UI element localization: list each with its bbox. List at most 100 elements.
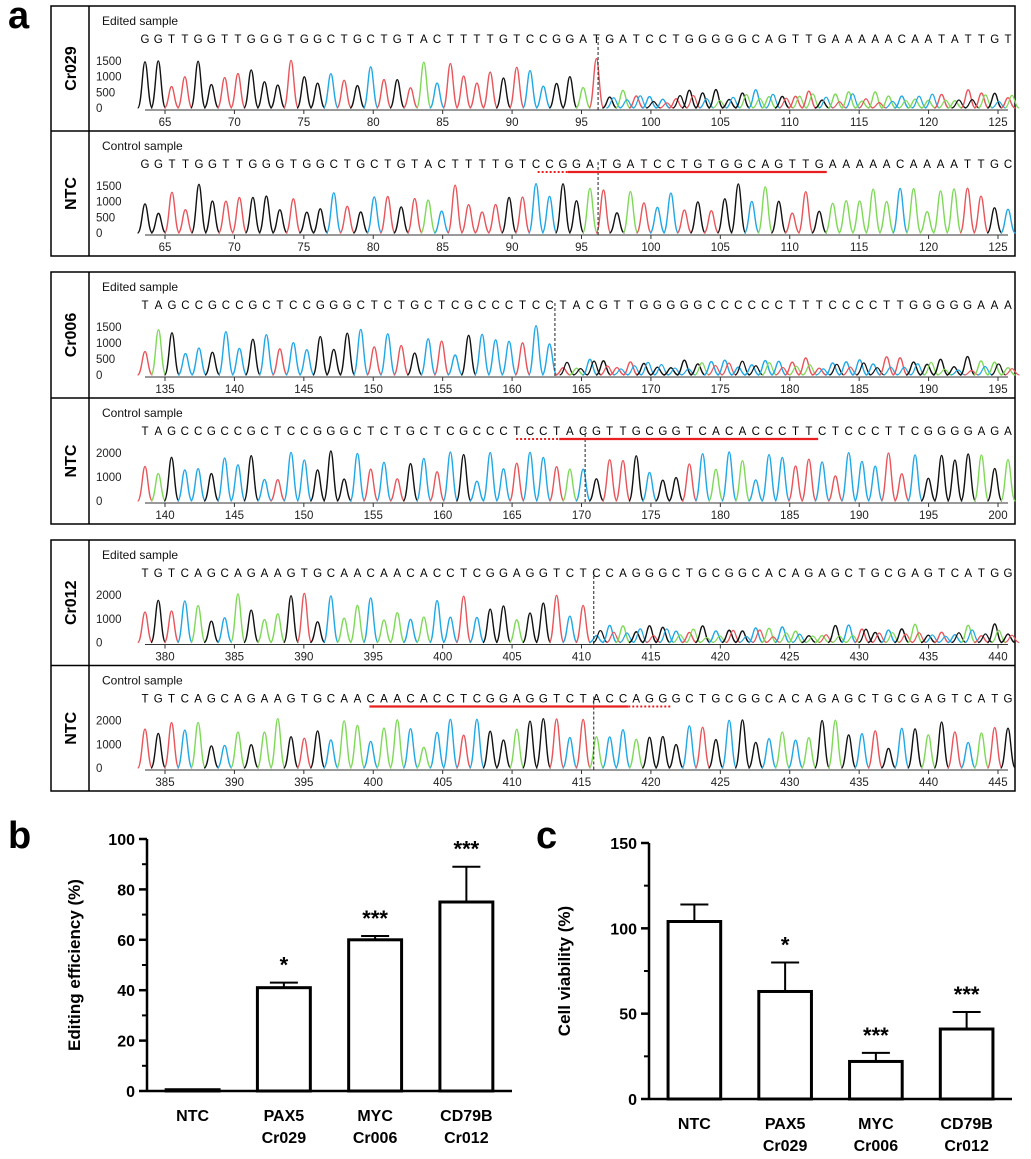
trace-peak (986, 361, 1003, 376)
base-call: T (141, 426, 148, 438)
base-call: T (487, 34, 494, 46)
trace-peak (163, 85, 180, 109)
base-call: A (950, 159, 958, 171)
trace-peak (609, 212, 625, 234)
base-call: A (354, 694, 362, 706)
trace-peak (840, 734, 857, 769)
base-call: C (685, 694, 693, 706)
trace-peak (561, 75, 578, 109)
trace-peak (920, 477, 937, 502)
base-call: G (207, 426, 216, 438)
x-tick-label: 170 (641, 384, 660, 396)
trace-peak (527, 183, 545, 234)
x-tick-label: 145 (225, 510, 244, 522)
trace-peak (429, 599, 446, 644)
base-call: A (871, 34, 879, 46)
base-call: T (182, 159, 189, 171)
trace-peak (641, 95, 658, 109)
base-call: G (990, 426, 999, 438)
trace-peak (283, 451, 300, 502)
trace-peak (841, 624, 857, 644)
x-tick-label: 190 (850, 510, 869, 522)
base-call: G (552, 34, 561, 46)
base-call: A (619, 568, 627, 580)
trace-peak (402, 87, 419, 109)
base-call: G (734, 159, 743, 171)
trace-peak (229, 731, 246, 769)
base-call: G (666, 300, 675, 312)
base-call: C (260, 426, 268, 438)
chromatogram-traces (137, 324, 1020, 376)
trace-peak (244, 338, 261, 376)
category-label: MYC (357, 1108, 393, 1125)
trace-peak (907, 98, 923, 109)
trace-peak (495, 605, 512, 644)
base-call: A (925, 694, 933, 706)
trace-peak (433, 340, 450, 376)
base-call: T (580, 694, 587, 706)
trace-peak (676, 209, 693, 234)
base-call: G (653, 300, 662, 312)
trace-peak (869, 367, 885, 376)
x-tick-label: 105 (711, 242, 730, 254)
base-call: G (154, 694, 163, 706)
trace-peak (628, 455, 645, 502)
y-tick-label: 0 (96, 370, 102, 382)
trace-peak (325, 192, 342, 234)
base-call: T (560, 300, 567, 312)
x-tick-label: 105 (711, 117, 730, 129)
base-call: G (964, 426, 973, 438)
base-call: G (680, 300, 689, 312)
base-call: C (858, 694, 866, 706)
trace-peak (730, 183, 747, 234)
base-call: C (499, 426, 507, 438)
category-label: Cr012 (444, 1130, 489, 1147)
base-call: A (978, 426, 986, 438)
base-call: T (619, 426, 626, 438)
base-call: G (486, 694, 495, 706)
base-call: G (672, 426, 681, 438)
trace-peak (851, 200, 868, 234)
trace-peak (522, 69, 539, 109)
base-call: A (274, 694, 282, 706)
trace-peak (708, 88, 724, 109)
trace-peak (814, 719, 831, 769)
trace-peak (163, 456, 180, 502)
base-call: G (711, 694, 720, 706)
trace-peak (554, 183, 572, 234)
trace-peak (1000, 96, 1016, 109)
trace-peak (229, 593, 246, 644)
trace-peak (867, 631, 883, 644)
trace-peak (500, 340, 518, 376)
base-call: C (586, 300, 594, 312)
base-call: G (194, 34, 203, 46)
trace-peak (974, 634, 989, 644)
base-call: C (473, 426, 481, 438)
trace-peak (269, 718, 286, 769)
base-call: G (1004, 568, 1013, 580)
trace-peak (774, 731, 791, 769)
trace-peak (217, 200, 235, 234)
trace-peak (787, 465, 804, 502)
y-tick-label: 50 (619, 1007, 637, 1024)
y-tick-label: 2000 (96, 448, 122, 460)
trace-peak (500, 196, 518, 234)
y-tick-label: 0 (96, 763, 102, 775)
base-call: T (236, 159, 243, 171)
x-tick-label: 155 (433, 384, 452, 396)
trace-peak (270, 479, 286, 502)
base-call: G (464, 300, 473, 312)
base-call: G (924, 568, 933, 580)
base-call: A (778, 694, 786, 706)
trace-peak (827, 719, 844, 769)
trace-peak (573, 367, 589, 376)
trace-peak (614, 459, 631, 502)
x-tick-label: 425 (711, 777, 730, 789)
base-call: G (194, 159, 203, 171)
base-call: C (752, 568, 760, 580)
base-call: A (194, 694, 202, 706)
trace-peak (322, 73, 339, 109)
base-call: A (420, 34, 428, 46)
